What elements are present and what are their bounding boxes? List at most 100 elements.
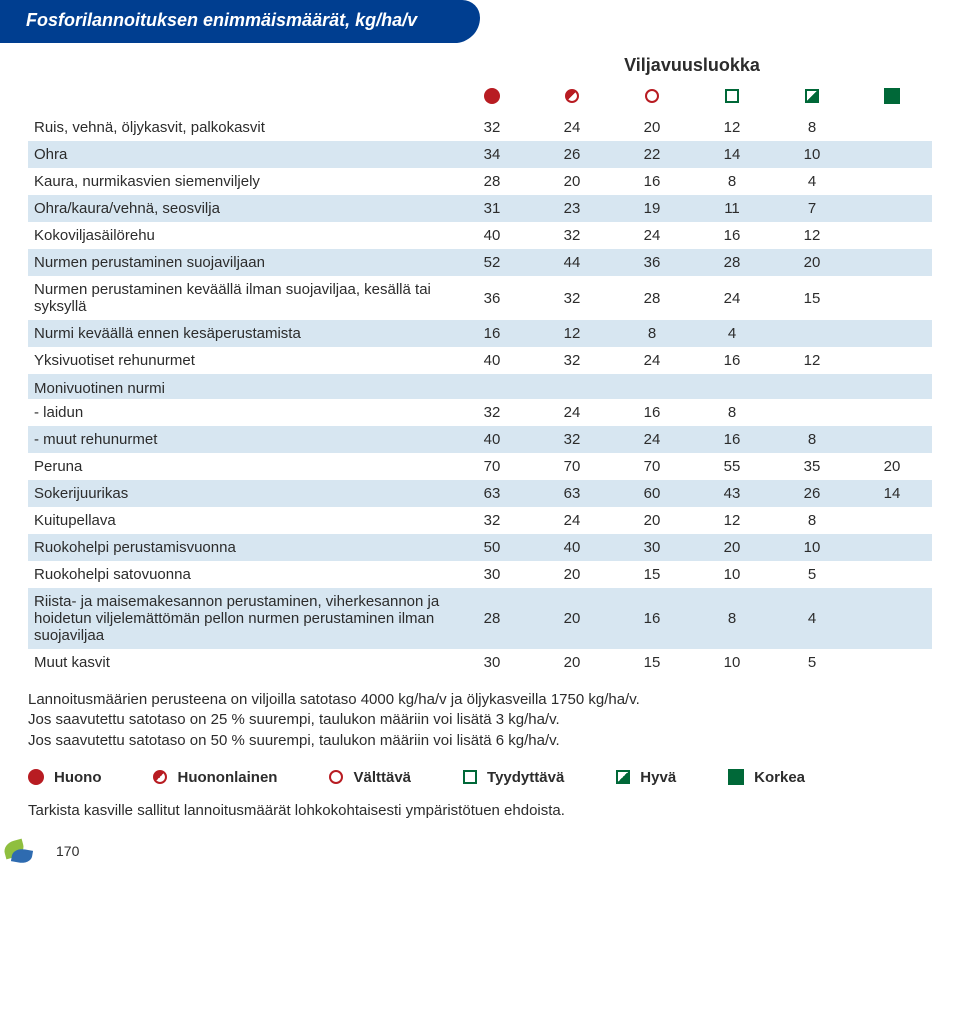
cell-value: 32: [452, 399, 532, 426]
cell-value: 14: [692, 141, 772, 168]
cell-value: 32: [532, 347, 612, 374]
cell-value: 12: [692, 507, 772, 534]
row-label: Kuitupellava: [28, 507, 452, 534]
page-footer: 170: [0, 837, 960, 865]
legend-label: Välttävä: [353, 769, 411, 786]
cell-value: [852, 168, 932, 195]
cell-value: 24: [532, 507, 612, 534]
cell-value: 24: [612, 347, 692, 374]
table-row: Riista- ja maisemakesannon perustaminen,…: [28, 588, 932, 649]
table-row: Ruokohelpi satovuonna302015105: [28, 561, 932, 588]
cell-value: 10: [692, 649, 772, 676]
table-row: Ohra/kaura/vehnä, seosvilja312319117: [28, 195, 932, 222]
row-label: - muut rehunurmet: [28, 426, 452, 453]
cell-value: 8: [692, 399, 772, 426]
row-label: Monivuotinen nurmi: [28, 374, 452, 399]
cell-value: 24: [692, 276, 772, 320]
note-line: Lannoitusmäärien perusteena on viljoilla…: [28, 690, 932, 710]
row-label: Ruokohelpi satovuonna: [28, 561, 452, 588]
cell-value: [452, 374, 532, 399]
table-row: Nurmen perustaminen suojaviljaan52443628…: [28, 249, 932, 276]
table-row: Sokerijuurikas636360432614: [28, 480, 932, 507]
circle-half-icon: [153, 770, 167, 784]
cell-value: 12: [532, 320, 612, 347]
cell-value: 16: [692, 222, 772, 249]
cell-value: 8: [772, 426, 852, 453]
cell-value: 30: [612, 534, 692, 561]
table-row: Nurmen perustaminen keväällä ilman suoja…: [28, 276, 932, 320]
row-label: Ohra/kaura/vehnä, seosvilja: [28, 195, 452, 222]
cell-value: 63: [452, 480, 532, 507]
cell-value: 70: [532, 453, 612, 480]
cell-value: 15: [612, 649, 692, 676]
cell-value: [852, 276, 932, 320]
cell-value: 63: [532, 480, 612, 507]
cell-value: [772, 374, 852, 399]
cell-value: 10: [772, 534, 852, 561]
table-row: Yksivuotiset rehunurmet4032241612: [28, 347, 932, 374]
cell-value: [852, 399, 932, 426]
table-row: Kuitupellava322420128: [28, 507, 932, 534]
cell-value: 26: [772, 480, 852, 507]
square-full-icon: [728, 769, 744, 785]
cell-value: 5: [772, 561, 852, 588]
cell-value: 30: [452, 649, 532, 676]
cell-value: 35: [772, 453, 852, 480]
cell-value: 12: [772, 347, 852, 374]
note-line: Jos saavutettu satotaso on 50 % suurempi…: [28, 731, 932, 751]
table-super-header: Viljavuusluokka: [452, 49, 932, 84]
row-label: Sokerijuurikas: [28, 480, 452, 507]
cell-value: 16: [612, 399, 692, 426]
legend-label: Huononlainen: [177, 769, 277, 786]
notes-block: Lannoitusmäärien perusteena on viljoilla…: [0, 676, 960, 769]
cell-value: 20: [532, 561, 612, 588]
cell-value: 40: [452, 222, 532, 249]
cell-value: 36: [612, 249, 692, 276]
cell-value: 5: [772, 649, 852, 676]
table-row: Kaura, nurmikasvien siemenviljely2820168…: [28, 168, 932, 195]
legend-item: Huononlainen: [153, 769, 277, 786]
cell-value: 15: [772, 276, 852, 320]
cell-value: 24: [612, 426, 692, 453]
cell-value: 12: [772, 222, 852, 249]
cell-value: 8: [692, 588, 772, 649]
cell-value: 28: [612, 276, 692, 320]
cell-value: 11: [692, 195, 772, 222]
row-label: Nurmen perustaminen keväällä ilman suoja…: [28, 276, 452, 320]
row-label: Peruna: [28, 453, 452, 480]
cell-value: 40: [452, 426, 532, 453]
table-row: - muut rehunurmet403224168: [28, 426, 932, 453]
cell-value: 70: [612, 453, 692, 480]
legend-item: Hyvä: [616, 769, 676, 786]
cell-value: [852, 195, 932, 222]
cell-value: 20: [852, 453, 932, 480]
legend-label: Hyvä: [640, 769, 676, 786]
cell-value: 20: [772, 249, 852, 276]
circle-full-icon: [28, 769, 44, 785]
circle-full-icon: [484, 88, 500, 104]
row-label: Kokoviljasäilörehu: [28, 222, 452, 249]
row-label: Kaura, nurmikasvien siemenviljely: [28, 168, 452, 195]
cell-value: 20: [532, 168, 612, 195]
circle-half-icon: [565, 89, 579, 103]
cell-value: 10: [692, 561, 772, 588]
cell-value: [772, 320, 852, 347]
cell-value: 40: [532, 534, 612, 561]
cell-value: 20: [532, 588, 612, 649]
square-full-icon: [884, 88, 900, 104]
cell-value: 60: [612, 480, 692, 507]
table-row: Ohra3426221410: [28, 141, 932, 168]
leaf-logo-icon: [4, 837, 38, 865]
row-label: Ruokohelpi perustamisvuonna: [28, 534, 452, 561]
cell-value: [852, 561, 932, 588]
cell-value: 52: [452, 249, 532, 276]
legend-item: Välttävä: [329, 769, 411, 786]
symbol-header-row: [28, 84, 932, 114]
square-empty-icon: [463, 770, 477, 784]
cell-value: [692, 374, 772, 399]
cell-value: 24: [612, 222, 692, 249]
cell-value: 12: [692, 114, 772, 141]
row-label: Nurmen perustaminen suojaviljaan: [28, 249, 452, 276]
square-empty-icon: [725, 89, 739, 103]
cell-value: 4: [772, 588, 852, 649]
